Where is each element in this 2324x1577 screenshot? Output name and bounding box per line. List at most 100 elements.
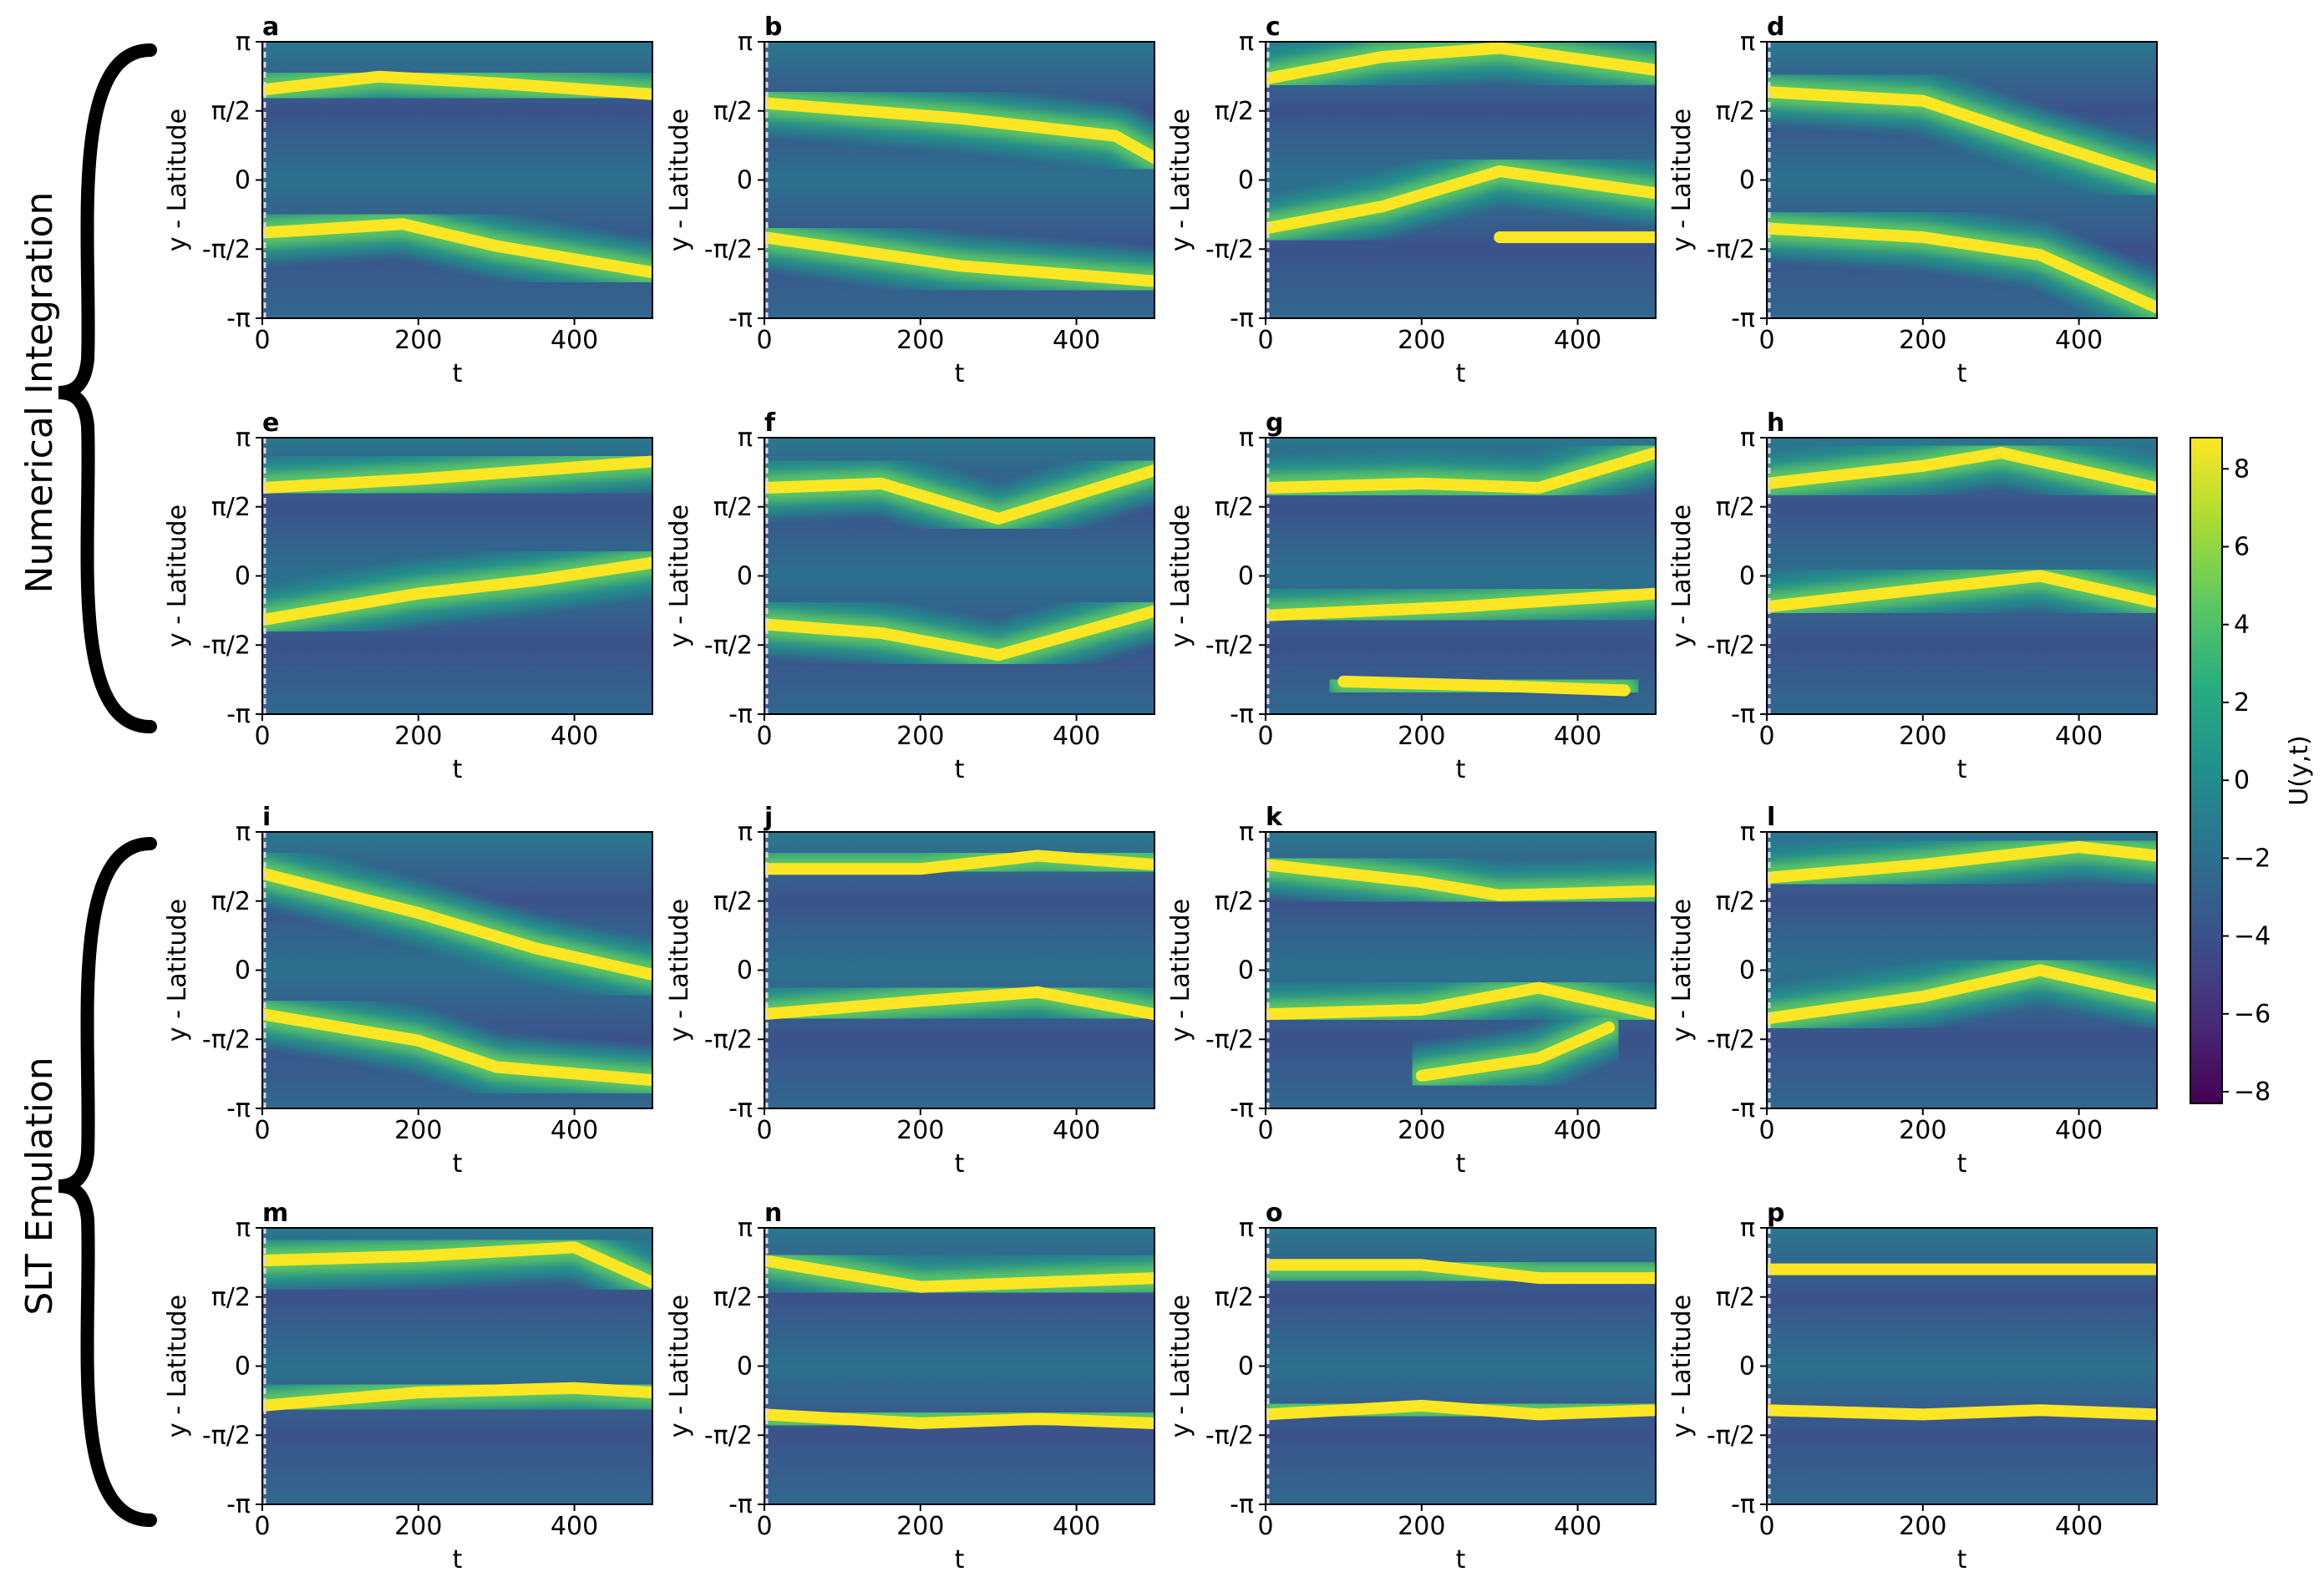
y-axis-label: y - Latitude (1667, 109, 1697, 251)
colorbar-tick-label: −4 (2234, 922, 2271, 951)
y-tick-label: π/2 (211, 887, 251, 916)
jet-core (262, 218, 652, 279)
y-tick-label: -π (1230, 1094, 1254, 1123)
y-tick-label: -π (728, 1490, 753, 1519)
jet-core (1266, 859, 1656, 901)
y-tick-label: 0 (235, 166, 251, 195)
panel-label: i (262, 803, 271, 832)
y-tick-label: 0 (737, 1352, 753, 1382)
y-tick-label: -π/2 (1205, 631, 1254, 660)
y-axis-label: y - Latitude (665, 1295, 694, 1438)
panel-label: e (262, 408, 279, 438)
jet-core (1266, 1399, 1656, 1421)
y-tick-label: π (738, 1214, 753, 1243)
y-tick-label: -π/2 (1707, 631, 1755, 660)
jet-core (1767, 1404, 2157, 1421)
y-tick-label: π/2 (1716, 493, 1755, 522)
x-tick-label: 400 (551, 326, 598, 355)
jet-core (1767, 86, 2157, 184)
y-axis-label: y - Latitude (163, 109, 192, 251)
jet-core (764, 464, 1154, 525)
y-tick-label: -π/2 (202, 1025, 251, 1054)
colorbar-tick-label: −8 (2234, 1078, 2271, 1107)
jet-core (1767, 447, 2157, 494)
panel-label: n (764, 1199, 782, 1228)
x-tick-label: 200 (394, 1116, 442, 1145)
x-tick-label: 200 (896, 722, 944, 751)
x-axis-label: t (955, 359, 965, 388)
y-axis-label: y - Latitude (1667, 505, 1697, 647)
y-tick-label: 0 (1238, 956, 1254, 986)
x-tick-label: 400 (1053, 1116, 1100, 1145)
jet-core (764, 1408, 1154, 1429)
x-tick-label: 200 (1398, 1512, 1445, 1541)
x-axis-label: t (1456, 1545, 1466, 1574)
x-tick-label: 400 (2055, 722, 2103, 751)
x-tick-label: 200 (896, 326, 944, 355)
colorbar-tick-label: −2 (2234, 844, 2271, 873)
x-tick-label: 0 (1257, 326, 1273, 355)
group-label-numerical-integration: Numerical Integration (18, 192, 61, 594)
y-tick-label: -π/2 (1707, 1421, 1755, 1450)
jet-core (1767, 222, 2157, 314)
y-axis-label: y - Latitude (1166, 505, 1195, 647)
group-braces (58, 43, 157, 1527)
y-tick-label: -π (226, 700, 251, 729)
y-tick-label: π/2 (1215, 493, 1254, 522)
colorbar-tick-label: 2 (2234, 688, 2250, 718)
y-tick-label: 0 (1739, 562, 1755, 591)
y-tick-label: -π/2 (704, 1421, 753, 1450)
x-tick-label: 0 (756, 326, 772, 355)
jet-core (764, 1255, 1154, 1293)
y-tick-label: -π (1731, 1490, 1755, 1519)
y-tick-label: -π/2 (1205, 1421, 1254, 1450)
y-axis-label: y - Latitude (163, 1295, 192, 1438)
y-tick-label: -π (226, 304, 251, 333)
x-axis-label: t (955, 755, 965, 784)
x-axis-label: t (453, 359, 463, 388)
y-tick-label: π (738, 423, 753, 453)
panel-label: a (262, 13, 279, 42)
x-tick-label: 0 (1758, 1512, 1774, 1541)
group-label-slt-emulation: SLT Emulation (18, 1057, 61, 1315)
x-tick-label: 200 (896, 1116, 944, 1145)
y-tick-label: 0 (1238, 166, 1254, 195)
jet-core (262, 455, 652, 494)
y-tick-label: -π/2 (202, 235, 251, 264)
y-tick-label: -π (1731, 1094, 1755, 1123)
x-tick-label: 0 (1257, 1512, 1273, 1541)
y-tick-label: -π/2 (704, 1025, 753, 1054)
x-tick-label: 0 (1257, 1116, 1273, 1145)
y-tick-label: 0 (1739, 956, 1755, 986)
jet-core (1337, 675, 1631, 697)
y-tick-label: 0 (235, 1352, 251, 1382)
panel-label: m (262, 1199, 288, 1228)
x-tick-label: 200 (896, 1512, 944, 1541)
x-tick-label: 0 (1758, 1116, 1774, 1145)
y-tick-label: π/2 (713, 493, 753, 522)
y-axis-label: y - Latitude (1667, 899, 1697, 1042)
x-tick-label: 200 (1899, 722, 1946, 751)
y-tick-label: 0 (1238, 562, 1254, 591)
x-tick-label: 400 (551, 1512, 598, 1541)
x-tick-label: 0 (254, 1512, 270, 1541)
x-axis-label: t (453, 1149, 463, 1179)
y-axis-label: y - Latitude (665, 505, 694, 647)
y-tick-label: -π/2 (1205, 235, 1254, 264)
x-tick-label: 0 (756, 1116, 772, 1145)
y-tick-label: π/2 (713, 887, 753, 916)
jet-core (764, 605, 1154, 662)
jet-core (262, 1008, 652, 1087)
y-tick-label: π (236, 1214, 251, 1243)
panel-label: c (1266, 13, 1281, 42)
y-tick-label: π (1239, 818, 1254, 847)
x-tick-label: 400 (551, 722, 598, 751)
